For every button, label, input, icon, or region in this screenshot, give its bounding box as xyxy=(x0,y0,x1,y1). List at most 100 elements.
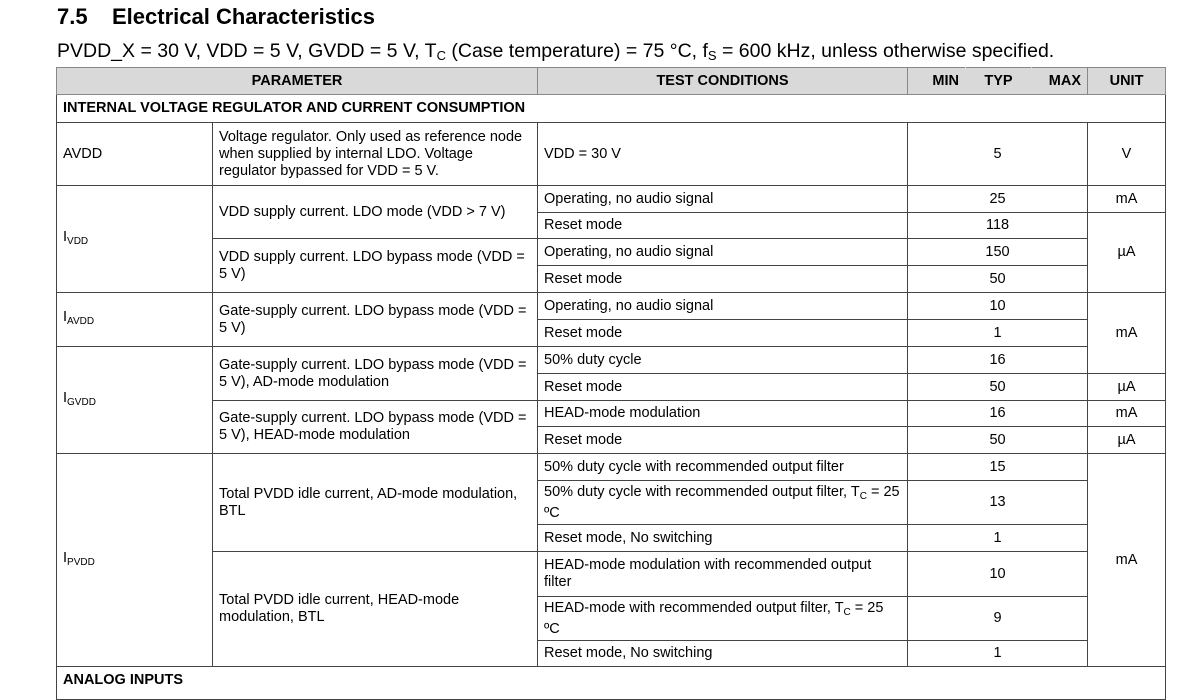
col-typ: TYP xyxy=(965,67,1033,95)
typ-value: 10 xyxy=(907,551,1089,597)
test-condition: Operating, no audio signal xyxy=(537,238,909,266)
test-condition: HEAD-mode with recommended output filter… xyxy=(537,596,909,641)
param-description: Voltage regulator. Only used as referenc… xyxy=(211,122,539,186)
param-description: Total PVDD idle current, AD-mode modulat… xyxy=(211,453,539,552)
typ-value: 15 xyxy=(907,453,1089,481)
unit: mA xyxy=(1087,400,1167,427)
typ-value: 9 xyxy=(907,596,1089,641)
table-row: Gate-supply current. LDO bypass mode (VD… xyxy=(57,400,1167,454)
cond-text: = 25 ºC xyxy=(544,483,900,521)
param-description: Gate-supply current. LDO bypass mode (VD… xyxy=(211,346,539,401)
param-iavdd: IAVDD xyxy=(56,292,213,347)
table-row: IGVDD Gate-supply current. LDO bypass mo… xyxy=(56,346,1166,454)
param-description: Total PVDD idle current, HEAD-mode modul… xyxy=(211,551,539,667)
table-row: Reset mode 1 xyxy=(57,319,1166,347)
test-condition: 50% duty cycle xyxy=(537,346,909,374)
note-text: (Case temperature) = 75 °C, f xyxy=(445,40,708,62)
table-row: AVDD Voltage regulator. Only used as ref… xyxy=(56,122,1167,186)
table-row: Reset mode, No switching 1 xyxy=(57,524,1166,552)
typ-value: 10 xyxy=(907,292,1089,320)
col-max: MAX xyxy=(1031,67,1089,95)
section-header: ANALOG INPUTS xyxy=(55,666,1167,700)
table-row: 50% duty cycle with recommended output f… xyxy=(57,480,1166,525)
param-avdd: AVDD xyxy=(56,122,213,186)
param-subscript: VDD xyxy=(67,235,89,247)
param-description: VDD supply current. LDO bypass mode (VDD… xyxy=(211,238,539,293)
param-symbol: I xyxy=(63,309,68,325)
section-title: Electrical Characteristics xyxy=(112,4,375,29)
cond-text: 50% duty cycle with recommended output f… xyxy=(544,483,860,500)
unit: V xyxy=(1087,122,1167,186)
typ-value: 13 xyxy=(907,480,1089,525)
param-ivdd: IVDD xyxy=(56,185,213,293)
typ-value: 5 xyxy=(907,122,1089,186)
table-row: Reset mode 50 xyxy=(57,265,1166,293)
unit: mA xyxy=(1087,453,1167,667)
param-symbol: I xyxy=(63,389,68,406)
param-description: Gate-supply current. LDO bypass mode (VD… xyxy=(211,400,539,454)
note-sub: C xyxy=(436,48,446,63)
param-description: Gate-supply current. LDO bypass mode (VD… xyxy=(211,292,539,347)
section-number: 7.5 xyxy=(57,4,88,29)
test-condition: Operating, no audio signal xyxy=(537,185,909,213)
test-condition: 50% duty cycle with recommended output f… xyxy=(537,480,909,525)
test-condition: Operating, no audio signal xyxy=(537,292,909,320)
typ-value: 1 xyxy=(907,640,1089,667)
col-parameter: PARAMETER xyxy=(55,67,539,95)
typ-value: 1 xyxy=(907,524,1089,552)
typ-value: 16 xyxy=(907,400,1089,427)
table-row: Total PVDD idle current, HEAD-mode modul… xyxy=(57,551,1166,667)
param-ipvdd: IPVDD xyxy=(56,453,213,667)
cond-text: = 25 ºC xyxy=(544,599,884,637)
test-condition: Reset mode, No switching xyxy=(537,524,909,552)
test-condition: Reset mode xyxy=(537,373,909,401)
col-unit: UNIT xyxy=(1087,67,1167,95)
table-row: IPVDD Total PVDD idle current, AD-mode m… xyxy=(56,453,1167,667)
param-subscript: GVDD xyxy=(67,396,96,408)
table-row: IAVDD Gate-supply current. LDO bypass mo… xyxy=(56,292,1167,374)
section-heading: 7.5 Electrical Characteristics xyxy=(57,4,375,30)
table-row: HEAD-mode with recommended output filter… xyxy=(57,596,1166,641)
test-condition: Reset mode xyxy=(537,265,909,293)
test-condition: Reset mode, No switching xyxy=(537,640,909,667)
param-description: VDD supply current. LDO mode (VDD > 7 V) xyxy=(211,185,539,239)
typ-value: 25 xyxy=(907,185,1089,213)
table-row: Reset mode 118 µA xyxy=(57,212,1167,293)
conditions-note: PVDD_X = 30 V, VDD = 5 V, GVDD = 5 V, TC… xyxy=(57,40,1054,63)
typ-value: 50 xyxy=(907,426,1089,454)
param-subscript: AVDD xyxy=(67,316,95,327)
typ-value: 16 xyxy=(907,346,1089,374)
table-row: VDD supply current. LDO bypass mode (VDD… xyxy=(57,238,1166,293)
typ-value: 50 xyxy=(907,265,1089,293)
section-header: INTERNAL VOLTAGE REGULATOR AND CURRENT C… xyxy=(55,94,1167,123)
test-condition: Reset mode xyxy=(537,319,909,347)
test-condition: HEAD-mode modulation with recommended ou… xyxy=(537,551,909,597)
note-text: PVDD_X = 30 V, VDD = 5 V, GVDD = 5 V, T xyxy=(57,40,437,62)
param-igvdd: IGVDD xyxy=(56,346,213,454)
note-text: = 600 kHz, unless otherwise specified. xyxy=(716,40,1055,62)
test-condition: Reset mode xyxy=(537,426,909,454)
test-condition: HEAD-mode modulation xyxy=(537,400,909,427)
param-subscript: PVDD xyxy=(67,556,95,568)
cond-sub: C xyxy=(859,490,867,502)
col-min: MIN xyxy=(907,67,967,95)
cond-text: HEAD-mode with recommended output filter… xyxy=(544,599,844,616)
table-row: IVDD VDD supply current. LDO mode (VDD >… xyxy=(56,185,1167,293)
param-symbol: I xyxy=(63,228,68,245)
electrical-characteristics-table: PARAMETER TEST CONDITIONS MIN TYP MAX UN… xyxy=(55,67,1167,700)
table-row: Reset mode 50 µA xyxy=(57,373,1167,401)
typ-value: 50 xyxy=(907,373,1089,401)
unit: mA xyxy=(1087,292,1167,374)
param-symbol: I xyxy=(63,549,68,566)
typ-value: 1 xyxy=(907,319,1089,347)
test-condition: 50% duty cycle with recommended output f… xyxy=(537,453,909,481)
note-sub: S xyxy=(707,48,717,63)
unit: µA xyxy=(1087,373,1167,401)
header-row: PARAMETER TEST CONDITIONS MIN TYP MAX UN… xyxy=(55,67,1167,95)
test-condition: Reset mode xyxy=(537,212,909,239)
typ-value: 150 xyxy=(907,238,1089,266)
unit: µA xyxy=(1087,212,1167,293)
cond-sub: C xyxy=(843,606,851,618)
col-conditions: TEST CONDITIONS xyxy=(537,67,909,95)
unit: µA xyxy=(1087,426,1167,454)
